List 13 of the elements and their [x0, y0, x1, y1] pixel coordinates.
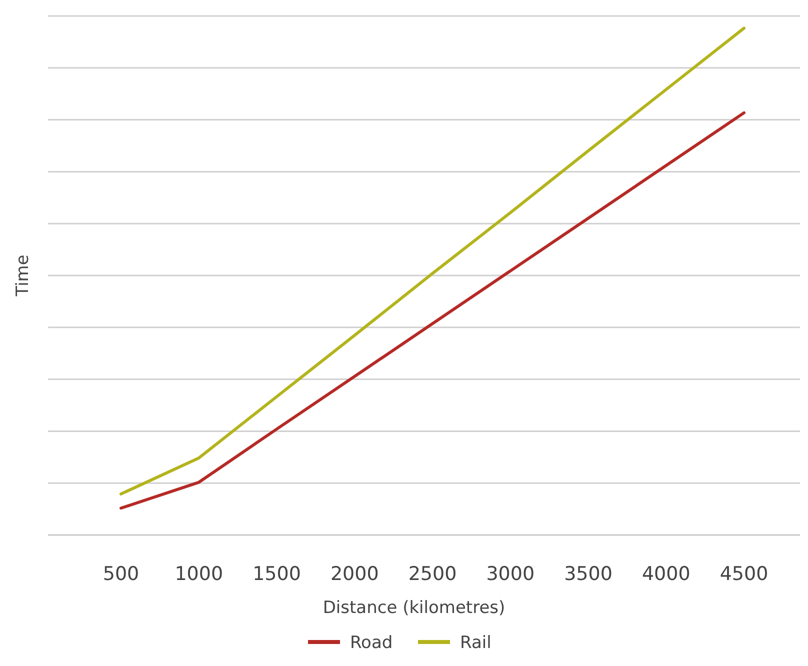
x-tick-label: 4000 [642, 563, 690, 585]
legend-label: Road [350, 633, 393, 653]
x-tick-label: 500 [102, 563, 140, 585]
y-axis-title: Time [13, 254, 33, 298]
x-axis-title: Distance (kilometres) [322, 598, 506, 618]
legend-label: Rail [460, 633, 492, 653]
x-tick-label: 2000 [330, 563, 379, 585]
x-tick-label: 4500 [720, 563, 768, 585]
x-tick-label: 1000 [174, 563, 224, 585]
x-tick-label: 3500 [564, 563, 612, 585]
x-tick-label: 3000 [486, 563, 535, 585]
x-tick-label: 2500 [408, 563, 457, 585]
x-tick-label: 1500 [252, 563, 301, 585]
